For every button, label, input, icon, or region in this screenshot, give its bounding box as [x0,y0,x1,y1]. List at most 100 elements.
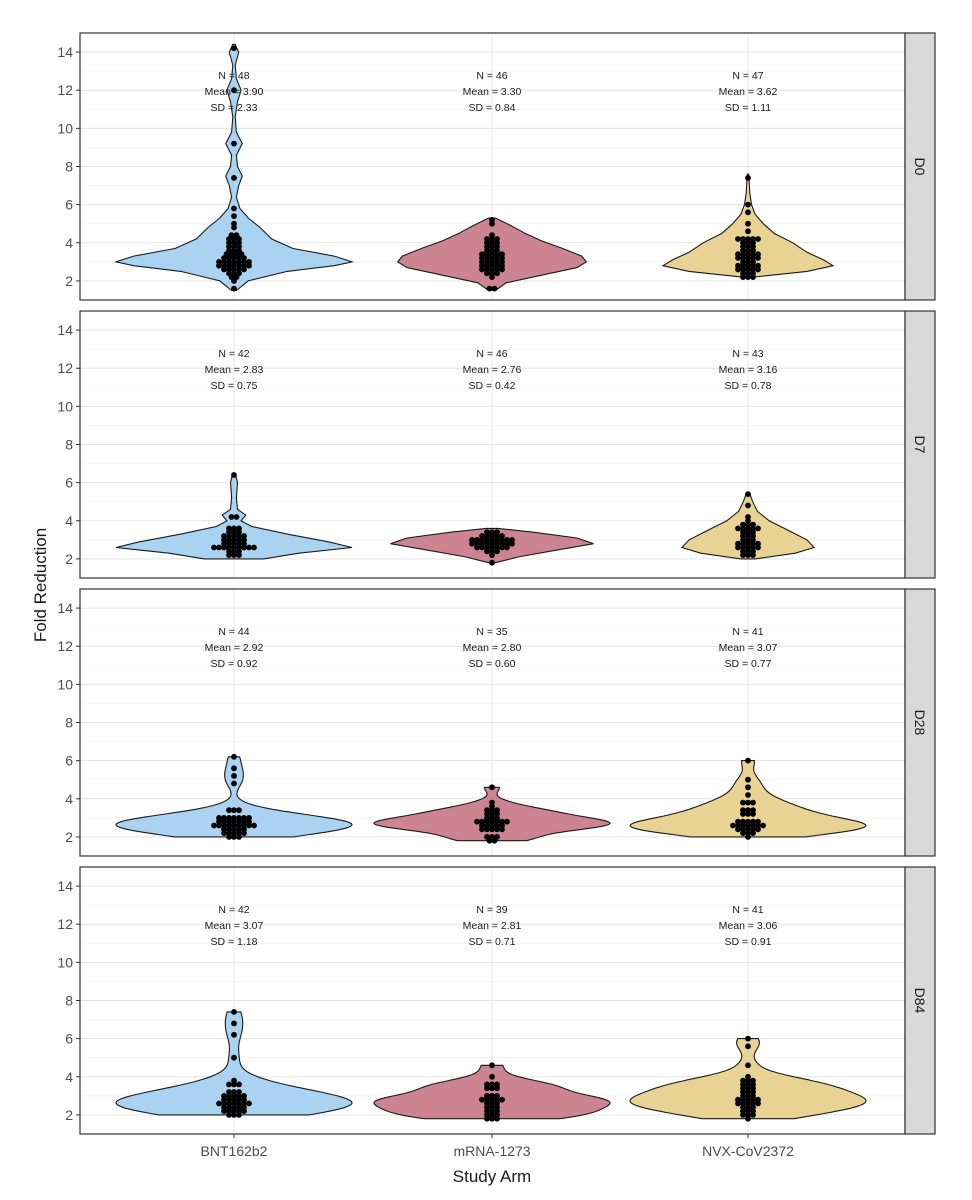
data-point [745,1035,751,1042]
data-point [484,1081,490,1088]
stat-n-label: N = 43 [732,348,763,360]
data-point [489,217,495,223]
stat-sd-label: SD = 1.11 [725,102,771,114]
data-point [750,807,756,814]
violin-shape [115,1011,353,1116]
data-point [489,232,495,239]
stat-sd-label: SD = 2.33 [211,102,258,114]
y-tick-label: 12 [57,82,73,98]
data-point [479,1096,485,1103]
data-point [241,815,247,821]
data-point [745,792,751,798]
data-point [745,201,751,208]
data-point [740,799,746,806]
violin-group-NVX-CoV2372: N = 41 Mean = 3.06 SD = 0.91 [629,904,867,1122]
data-point [479,818,485,825]
data-point [494,1093,500,1099]
facet-strip-label: D28 [912,710,928,736]
violin-group-BNT162b2: N = 42 Mean = 3.07 SD = 1.18 [115,904,353,1118]
data-point [236,1081,242,1088]
data-point [489,784,495,791]
data-point [231,765,237,772]
facet-strip-label: D84 [912,988,928,1014]
stat-n-label: N = 41 [732,626,763,638]
stat-sd-label: SD = 0.84 [469,102,516,114]
data-point [494,236,500,242]
y-tick-label: 2 [65,273,73,289]
y-tick-label: 14 [57,322,73,338]
data-point [489,834,495,840]
data-point [499,1096,505,1103]
data-point [484,529,490,536]
data-point [231,87,237,94]
violin-group-NVX-CoV2372: N = 47 Mean = 3.62 SD = 1.11 [661,70,835,280]
y-tick-label: 4 [65,791,73,807]
data-point [231,753,237,760]
stat-sd-label: SD = 0.92 [211,658,258,670]
data-point [226,815,232,821]
violin-shape [629,760,867,838]
data-point [231,780,237,787]
y-tick-label: 8 [65,437,73,453]
data-point [216,259,222,265]
data-point [474,537,480,543]
stat-n-label: N = 48 [218,70,249,82]
stat-n-label: N = 47 [732,70,763,82]
data-point [489,1093,495,1099]
data-point [231,213,237,220]
data-point [745,799,751,806]
stat-mean-label: Mean = 3.07 [205,920,264,932]
data-point [236,807,242,814]
data-point [246,1100,252,1107]
data-point [231,472,237,478]
y-tick-label: 8 [65,159,73,175]
data-point [489,1073,495,1080]
data-point [246,259,252,265]
stat-sd-label: SD = 0.42 [469,380,516,392]
data-point [231,1054,237,1061]
data-point [231,815,237,821]
data-point [755,525,761,532]
stat-mean-label: Mean = 2.81 [463,920,522,932]
data-point [216,1100,222,1107]
data-point [226,525,232,532]
data-point [231,807,237,814]
violin-group-mRNA-1273: N = 39 Mean = 2.81 SD = 0.71 [373,904,611,1122]
data-point [226,1089,232,1095]
data-point [735,236,741,242]
violin-group-mRNA-1273: N = 46 Mean = 2.76 SD = 0.42 [390,348,594,566]
violin-group-BNT162b2: N = 48 Mean = 3.90 SD = 2.33 [113,43,355,292]
data-point [494,834,500,840]
data-point [760,822,766,829]
data-point [484,236,490,242]
data-point [755,1096,761,1103]
stat-mean-label: Mean = 3.62 [719,86,778,98]
data-point [750,521,756,528]
data-point [755,540,761,547]
violin-group-BNT162b2: N = 42 Mean = 2.83 SD = 0.75 [115,348,353,560]
data-point [745,491,751,497]
y-tick-label: 2 [65,551,73,567]
data-point [740,521,746,528]
y-tick-label: 10 [57,120,73,136]
data-point [236,815,242,821]
y-tick-label: 12 [57,638,73,654]
data-point [499,251,505,258]
data-point [745,236,751,242]
stat-mean-label: Mean = 2.80 [463,642,522,654]
violin-group-mRNA-1273: N = 35 Mean = 2.80 SD = 0.60 [373,626,611,844]
x-axis: BNT162b2 mRNA-1273 NVX-CoV2372 [201,1134,794,1159]
data-point [231,1077,237,1084]
stat-mean-label: Mean = 3.07 [719,642,778,654]
data-point [499,818,505,825]
y-tick-label: 10 [57,954,73,970]
stat-mean-label: Mean = 3.16 [719,364,778,376]
x-tick-label: mRNA-1273 [453,1143,530,1159]
data-point [469,537,475,543]
data-point [226,807,232,814]
